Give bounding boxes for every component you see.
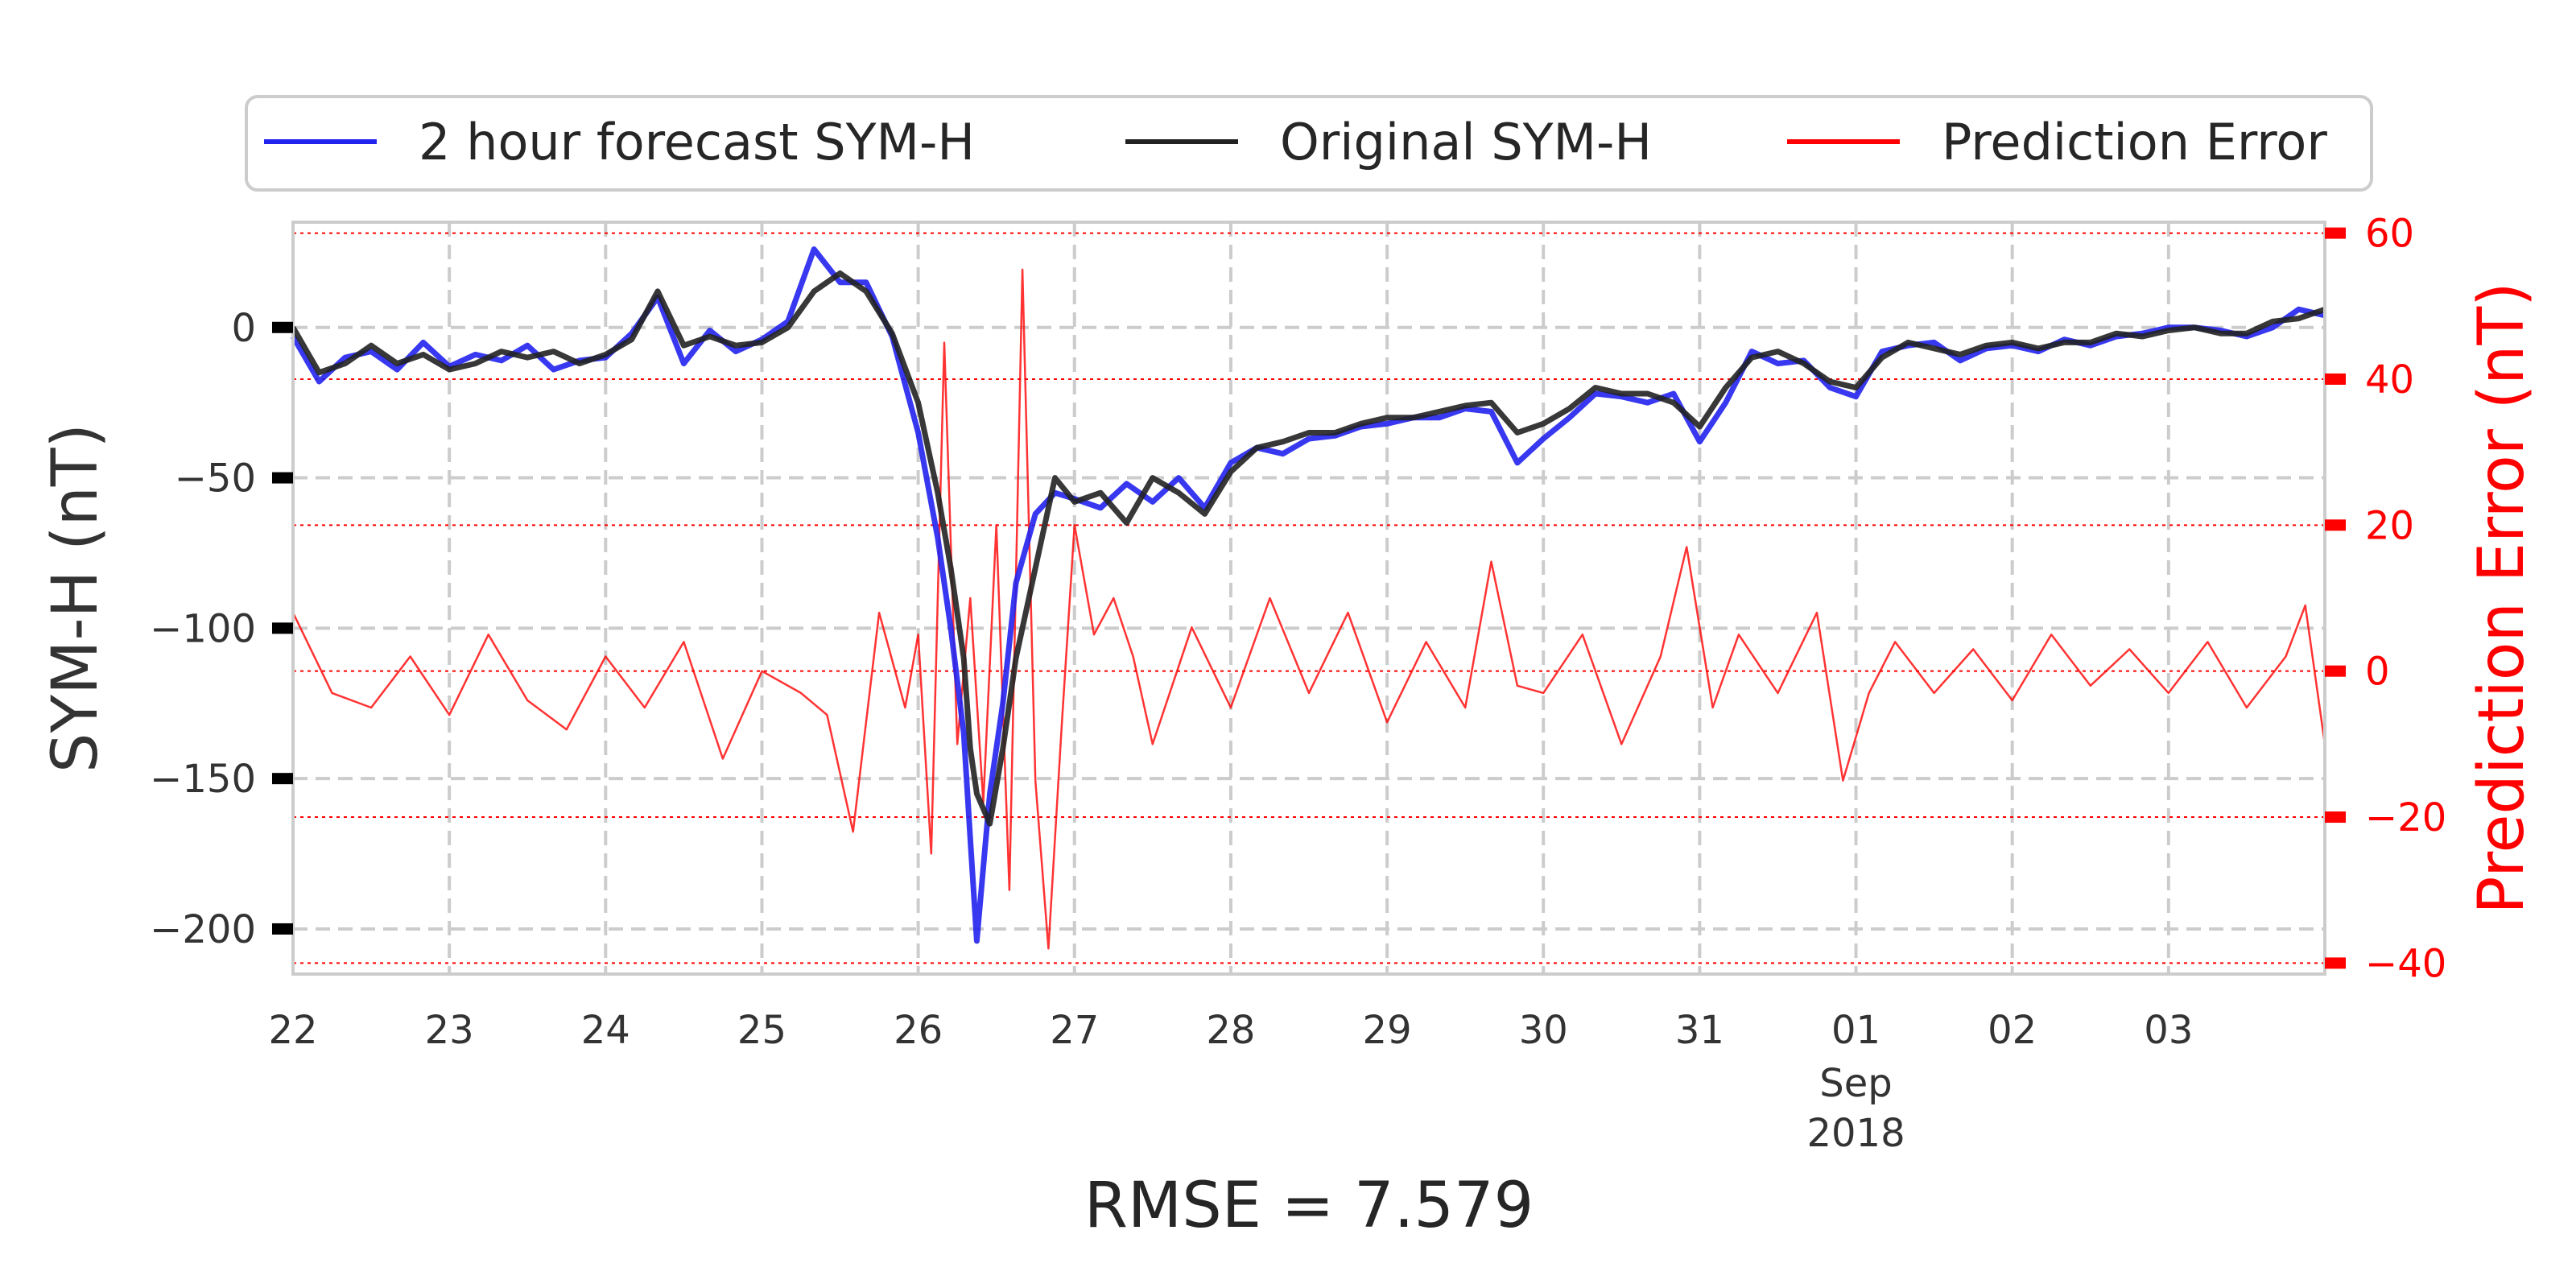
- y-tick-label-right: 0: [2365, 650, 2390, 695]
- y-tick-label-left: −50: [175, 456, 256, 502]
- y-tick-mark-right: [2325, 811, 2346, 824]
- plot-frame: [291, 221, 2326, 976]
- x-tick-label: 02: [1988, 1008, 2037, 1053]
- plot-series: [290, 246, 2326, 950]
- legend: 2 hour forecast SYM-H Original SYM-H Pre…: [245, 95, 2373, 192]
- y-tick-mark-right: [2325, 227, 2346, 239]
- y-axis-right-label: Prediction Error (nT): [2466, 282, 2538, 914]
- x-tick-label: 29: [1363, 1008, 1412, 1053]
- y-tick-mark-right: [2325, 519, 2346, 531]
- y-tick-mark-right: [2325, 665, 2346, 677]
- original-sym-h-line: [290, 270, 2326, 827]
- x-tick-year-label: 2018: [1806, 1111, 1905, 1156]
- x-axis-ticks: 22 23 24 25 26 27 28 29 30 31 01 02 03 Sep 2018: [268, 1008, 2193, 1156]
- y-tick-label-left: −150: [150, 757, 256, 802]
- y-tick-label-right: 20: [2365, 503, 2414, 548]
- y-tick-mark-right: [2325, 373, 2346, 385]
- x-axis-label-rmse: RMSE = 7.579: [1084, 1170, 1534, 1242]
- y-tick-label-right: −40: [2365, 941, 2446, 986]
- legend-frame: [245, 95, 2373, 192]
- y-tick-mark-left: [272, 472, 293, 484]
- legend-label-original: Original SYM-H: [1280, 113, 1652, 171]
- x-tick-label: 22: [268, 1008, 317, 1053]
- x-tick-label: 23: [425, 1008, 474, 1053]
- x-tick-label: 30: [1519, 1008, 1568, 1053]
- right-axis-grid: [293, 232, 2325, 964]
- x-tick-label: 28: [1206, 1008, 1255, 1053]
- y-tick-mark-left: [272, 321, 293, 333]
- legend-label-forecast: 2 hour forecast SYM-H: [419, 113, 975, 171]
- y-tick-mark-right: [2325, 957, 2346, 969]
- y-tick-label-left: −100: [150, 606, 256, 651]
- y-tick-mark-left: [272, 923, 293, 935]
- y-axis-right-ticks: 60 40 20 0 −20 −40: [2325, 212, 2446, 986]
- x-tick-label: 01: [1831, 1008, 1880, 1053]
- y-tick-label-right: 60: [2365, 212, 2414, 257]
- y-tick-label-left: 0: [231, 306, 256, 351]
- x-tick-label: 24: [581, 1008, 630, 1053]
- y-axis-left-label: SYM-H (nT): [39, 423, 112, 773]
- x-tick-month-label: Sep: [1819, 1061, 1892, 1106]
- x-tick-label: 31: [1675, 1008, 1724, 1053]
- y-tick-label-left: −200: [150, 907, 256, 952]
- x-tick-label: 25: [737, 1008, 786, 1053]
- y-tick-label-right: 40: [2365, 357, 2414, 402]
- y-tick-label-right: −20: [2365, 795, 2446, 840]
- y-tick-mark-left: [272, 622, 293, 634]
- prediction-error-line: [291, 268, 2326, 950]
- y-axis-left-ticks: 0 −50 −100 −150 −200: [150, 306, 293, 952]
- y-tick-mark-left: [272, 773, 293, 785]
- x-tick-label: 03: [2144, 1008, 2193, 1053]
- x-tick-label: 27: [1050, 1008, 1099, 1053]
- x-tick-label: 26: [894, 1008, 943, 1053]
- legend-label-error: Prediction Error: [1942, 113, 2327, 171]
